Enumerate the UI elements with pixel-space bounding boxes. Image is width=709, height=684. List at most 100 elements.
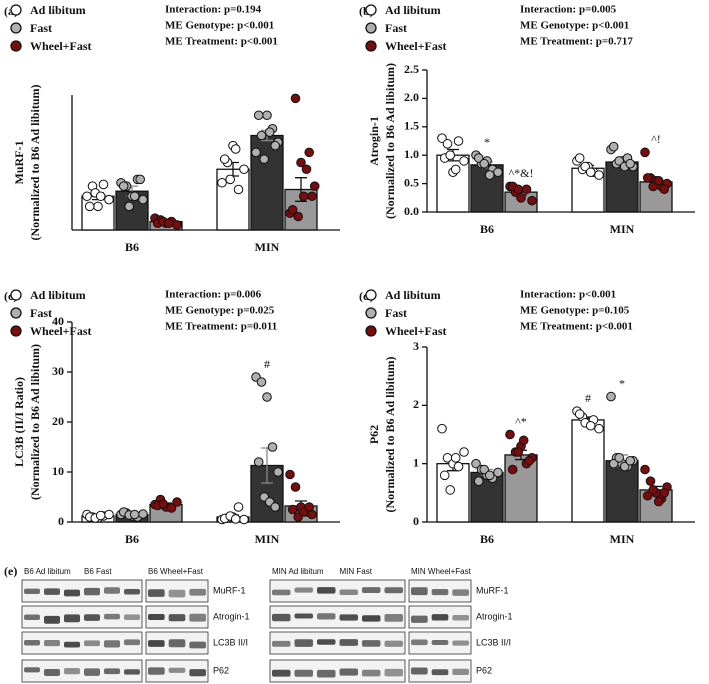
blot-band <box>189 613 206 622</box>
blot-band <box>272 669 291 677</box>
row-label: Atrogin-1 <box>213 611 250 621</box>
y-tick-label: 1.5 <box>404 119 419 133</box>
blot-band <box>44 640 60 647</box>
data-point <box>135 174 145 185</box>
y-axis-label: Atrogin-1 <box>367 116 381 166</box>
data-point <box>273 467 283 477</box>
x-tick-label: MIN <box>255 532 280 546</box>
data-point <box>453 461 464 472</box>
y-axis-label: (Normalized to B6 Ad libitum) <box>383 357 397 513</box>
data-point <box>437 133 447 143</box>
y-axis-label: P62 <box>367 425 381 444</box>
data-point <box>524 455 534 466</box>
blot-band <box>452 668 469 675</box>
row-label: MuRF-1 <box>213 585 246 595</box>
y-axis-label: MuRF-1 <box>12 141 26 185</box>
blot-band <box>104 668 120 675</box>
blot-band <box>339 668 358 676</box>
blot-band <box>189 641 206 649</box>
data-point <box>450 453 461 463</box>
data-point <box>270 502 281 512</box>
legend-label: Ad libitum <box>30 288 86 302</box>
blot-band <box>411 615 428 623</box>
blot-band <box>339 614 358 621</box>
data-point <box>527 195 537 206</box>
significance-mark: * <box>619 376 625 390</box>
data-point <box>493 467 503 478</box>
legend-marker <box>10 4 22 16</box>
data-point <box>290 93 301 104</box>
data-point <box>251 147 261 158</box>
blot-band <box>294 587 313 593</box>
data-point <box>450 164 461 175</box>
y-tick-label: 1 <box>413 455 419 469</box>
blot-band <box>168 589 186 598</box>
legend-label: Ad libitum <box>385 288 441 302</box>
legend-label: Wheel+Fast <box>30 39 92 53</box>
blot-band <box>84 668 100 676</box>
data-point <box>648 485 659 495</box>
data-point <box>290 482 301 492</box>
data-point <box>479 464 489 475</box>
blot-band <box>168 639 186 648</box>
stats-text: Interaction: p=0.005 <box>520 4 617 16</box>
data-point <box>473 476 484 486</box>
data-point <box>84 201 95 212</box>
x-tick-label: B6 <box>125 532 139 546</box>
blot-frame <box>21 579 143 603</box>
data-point <box>594 423 604 434</box>
data-point <box>614 453 625 463</box>
data-point <box>521 184 532 195</box>
row-label: LC3B II/I <box>476 637 511 647</box>
data-point <box>129 509 140 520</box>
blot-band <box>148 589 165 597</box>
blot-band <box>104 587 120 594</box>
blot-band <box>148 613 165 621</box>
blot-band <box>294 613 313 619</box>
stats-text: ME Genotype: p<0.001 <box>165 20 274 32</box>
data-point <box>437 423 447 434</box>
blot-band <box>24 614 40 620</box>
blot-frame <box>269 579 406 603</box>
data-point <box>653 496 664 507</box>
blot-band <box>24 588 40 595</box>
data-point <box>518 435 529 446</box>
data-point <box>574 153 585 163</box>
data-point <box>493 167 503 178</box>
blot-band <box>317 613 336 620</box>
blot-band <box>124 669 140 675</box>
data-point <box>287 204 298 215</box>
blot-band <box>168 614 186 622</box>
blot-band <box>339 639 358 646</box>
x-tick-label: MIN <box>610 222 635 236</box>
blot-frame <box>21 631 143 655</box>
blot-band <box>339 589 358 595</box>
significance-mark: # <box>585 391 591 405</box>
data-point <box>95 191 106 202</box>
row-label: MuRF-1 <box>476 585 509 595</box>
blot-band <box>411 667 428 675</box>
data-point <box>267 442 278 452</box>
blot-band <box>64 641 80 648</box>
data-point <box>95 510 106 521</box>
legend-label: Ad libitum <box>30 3 86 17</box>
data-point <box>104 509 114 520</box>
chart-panel: (a)Ad libitumFastWheel+FastInteraction: … <box>4 3 340 254</box>
y-tick-label: 2 <box>413 397 419 411</box>
x-tick-label: B6 <box>480 532 494 546</box>
significance-mark: # <box>264 357 270 371</box>
legend-marker <box>10 22 22 34</box>
legend-marker <box>10 307 22 319</box>
data-point <box>304 147 315 158</box>
chart-panel: (b)Ad libitumFastWheel+FastInteraction: … <box>359 3 695 236</box>
data-point <box>659 488 670 498</box>
data-point <box>296 157 306 168</box>
y-tick-label: 30 <box>52 364 64 378</box>
stats-text: ME Genotype: p=0.025 <box>165 305 275 317</box>
blot-band <box>272 640 291 647</box>
blot-band <box>317 639 336 645</box>
y-tick-label: 0 <box>413 514 419 528</box>
bar <box>605 460 639 523</box>
y-tick-label: 10 <box>52 464 64 478</box>
data-point <box>640 464 650 475</box>
